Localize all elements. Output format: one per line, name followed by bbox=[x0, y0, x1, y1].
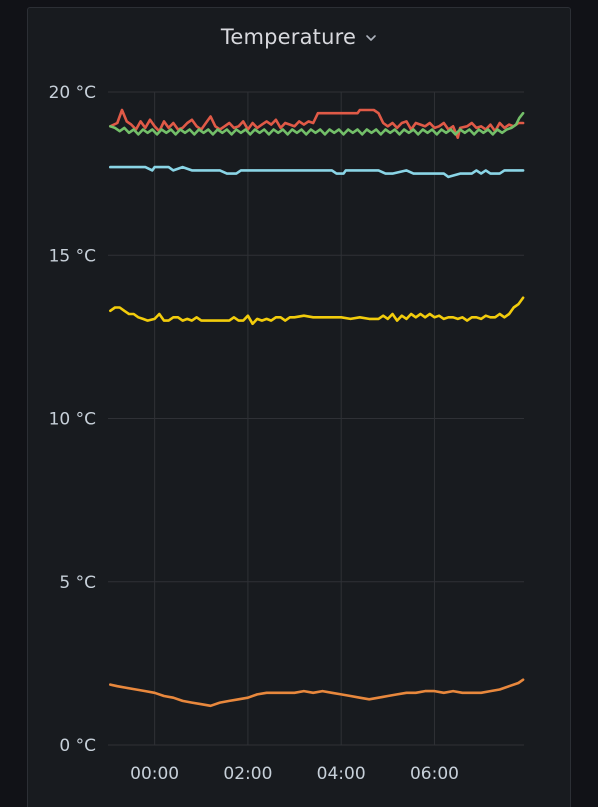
grid bbox=[108, 91, 524, 746]
series-line-2[interactable] bbox=[109, 165, 525, 179]
plot-series bbox=[109, 108, 525, 708]
series-line-1[interactable] bbox=[109, 111, 525, 136]
x-tick-label: 06:00 bbox=[410, 764, 459, 784]
x-axis: 00:00 02:00 04:00 06:00 bbox=[130, 764, 459, 784]
series-line-3[interactable] bbox=[109, 296, 525, 326]
y-tick-label: 0 °C bbox=[59, 736, 96, 756]
y-axis: 0 °C 5 °C 10 °C 15 °C 20 °C bbox=[49, 83, 96, 756]
temperature-panel: Temperature bbox=[27, 7, 571, 807]
series-line-0[interactable] bbox=[109, 108, 525, 139]
y-tick-label: 10 °C bbox=[49, 410, 96, 430]
x-tick-label: 02:00 bbox=[223, 764, 272, 784]
x-tick-label: 04:00 bbox=[317, 764, 366, 784]
panel-header[interactable]: Temperature bbox=[28, 8, 570, 66]
panel-title: Temperature bbox=[220, 25, 357, 49]
y-tick-label: 5 °C bbox=[59, 573, 96, 593]
chevron-down-icon[interactable] bbox=[365, 33, 377, 43]
y-tick-label: 20 °C bbox=[49, 83, 96, 103]
x-tick-label: 00:00 bbox=[130, 764, 179, 784]
y-tick-label: 15 °C bbox=[49, 246, 96, 266]
series-line-4[interactable] bbox=[109, 678, 525, 708]
